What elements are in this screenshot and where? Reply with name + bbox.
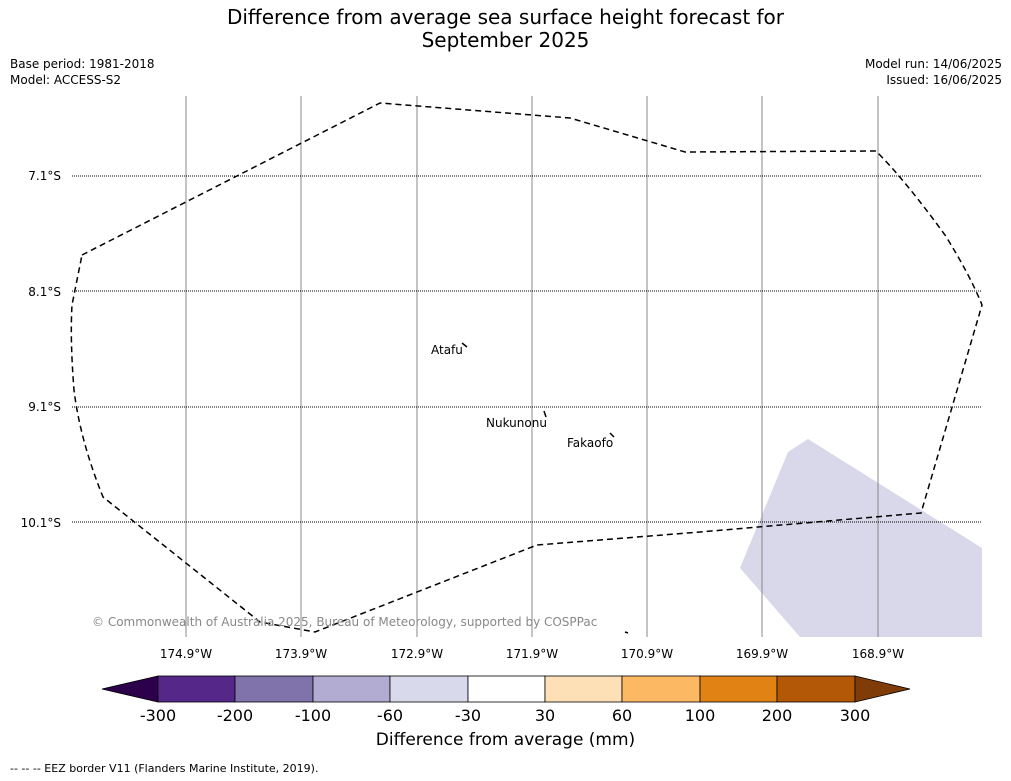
lon-label: 172.9°W (391, 647, 443, 661)
meta-right: Model run: 14/06/2025 Issued: 16/06/2025 (865, 56, 1002, 88)
parallel-lines (72, 175, 982, 523)
place-label-atafu: Atafu (431, 343, 463, 357)
lon-label: 168.9°W (852, 647, 904, 661)
colorbar-tick: 30 (535, 706, 555, 725)
copyright-text: © Commonwealth of Australia 2025, Bureau… (92, 615, 597, 629)
lat-label: 8.1°S (28, 285, 61, 299)
lon-label: 169.9°W (736, 647, 788, 661)
lon-label: 170.9°W (621, 647, 673, 661)
atafu-island (461, 342, 468, 348)
colorbar-tick: -30 (455, 706, 481, 725)
colorbar-tick: -300 (140, 706, 176, 725)
title-line-1: Difference from average sea surface heig… (226, 5, 785, 29)
lat-label: 7.1°S (28, 169, 61, 183)
colorbar-segment (312, 675, 391, 703)
colorbar-tick: 300 (840, 706, 871, 725)
nukunonu-island (543, 410, 547, 418)
lon-label: 171.9°W (506, 647, 558, 661)
title-line-2: September 2025 (421, 28, 590, 52)
eez-border (70, 102, 983, 633)
colorbar-segment (776, 675, 856, 703)
colorbar-segment (467, 675, 546, 703)
place-label-nukunonu: Nukunonu (486, 416, 547, 430)
colorbar-tick: -100 (295, 706, 331, 725)
eez-legend: -- -- -- EEZ border V11 (Flanders Marine… (10, 762, 319, 775)
colorbar-segment (234, 675, 314, 703)
colorbar-segment (389, 675, 469, 703)
colorbar-label: Difference from average (mm) (375, 730, 636, 750)
meta-left: Base period: 1981-2018 Model: ACCESS-S2 (10, 56, 155, 88)
lon-label: 174.9°W (160, 647, 212, 661)
place-label-fakaofo: Fakaofo (567, 436, 613, 450)
lat-label: 9.1°S (28, 400, 61, 414)
colorbar-segment (544, 675, 623, 703)
anomaly-region (740, 439, 982, 637)
colorbar-segment (101, 675, 159, 703)
colorbar-segment (157, 675, 236, 703)
colorbar-tick: -200 (217, 706, 253, 725)
chart-title: Difference from average sea surface heig… (0, 6, 1011, 52)
base-period: Base period: 1981-2018 (10, 57, 155, 71)
issued-date: Issued: 16/06/2025 (886, 73, 1002, 87)
colorbar-segment (699, 675, 778, 703)
model-run: Model run: 14/06/2025 (864, 57, 1002, 71)
colorbar-tick: 200 (762, 706, 793, 725)
lon-label: 173.9°W (275, 647, 327, 661)
lat-label: 10.1°S (21, 516, 61, 530)
swains-island (624, 631, 629, 634)
model-name: Model: ACCESS-S2 (10, 73, 122, 87)
colorbar-tick: -60 (377, 706, 403, 725)
colorbar (101, 675, 911, 703)
colorbar-segment (854, 675, 911, 703)
colorbar-tick: 60 (612, 706, 632, 725)
fakaofo-island (609, 432, 615, 438)
colorbar-segment (621, 675, 701, 703)
colorbar-tick: 100 (685, 706, 716, 725)
